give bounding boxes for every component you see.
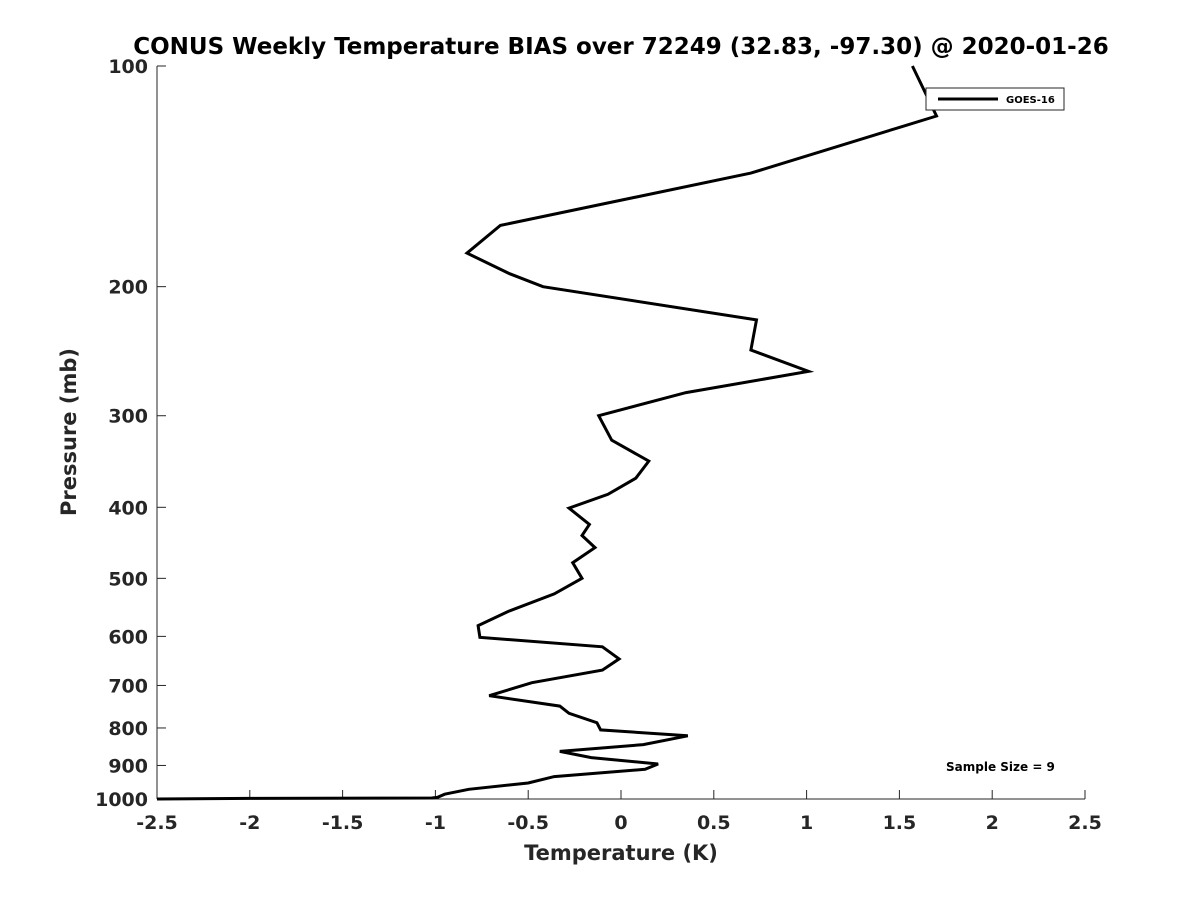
legend: GOES-16 (925, 87, 1065, 111)
y-tick-label: 800 (108, 718, 148, 740)
y-tick-label: 600 (108, 626, 148, 648)
x-axis-label: Temperature (K) (524, 841, 718, 865)
y-tick-label: 200 (108, 277, 148, 299)
y-tick-label: 1000 (95, 789, 148, 811)
y-ticks: 100 200 300 400 500 600 700 800 900 1000 (95, 56, 166, 811)
x-tick-label: 0.5 (697, 812, 731, 834)
y-tick-label: 300 (108, 406, 148, 428)
y-axis-label: Pressure (mb) (57, 348, 81, 516)
chart-title: CONUS Weekly Temperature BIAS over 72249… (133, 34, 1108, 60)
x-tick-label: -1 (425, 812, 446, 834)
x-tick-label: -0.5 (507, 812, 549, 834)
x-tick-label: 1 (800, 812, 813, 834)
series-line-0 (156, 65, 939, 801)
x-tick-label: 1.5 (883, 812, 917, 834)
x-ticks: -2.5 -2 -1.5 -1 -0.5 0 0.5 1 1.5 2 2.5 (136, 790, 1102, 834)
legend-label: GOES-16 (1006, 95, 1055, 106)
y-tick-label: 100 (108, 56, 148, 78)
y-tick-label: 500 (108, 568, 148, 590)
x-tick-label: 2.5 (1068, 812, 1102, 834)
x-tick-label: -2.5 (136, 812, 178, 834)
plot-area: -2.5 -2 -1.5 -1 -0.5 0 0.5 1 1.5 2 2.5 100 200 300 40… (95, 56, 1102, 834)
x-tick-label: 2 (986, 812, 999, 834)
x-tick-label: -2 (239, 812, 260, 834)
x-tick-label: -1.5 (322, 812, 364, 834)
y-tick-label: 900 (108, 755, 148, 777)
sample-size-annotation: Sample Size = 9 (946, 760, 1055, 774)
y-tick-label: 700 (108, 675, 148, 697)
y-tick-label: 400 (108, 497, 148, 519)
series-layer (156, 65, 939, 801)
x-tick-label: 0 (614, 812, 627, 834)
